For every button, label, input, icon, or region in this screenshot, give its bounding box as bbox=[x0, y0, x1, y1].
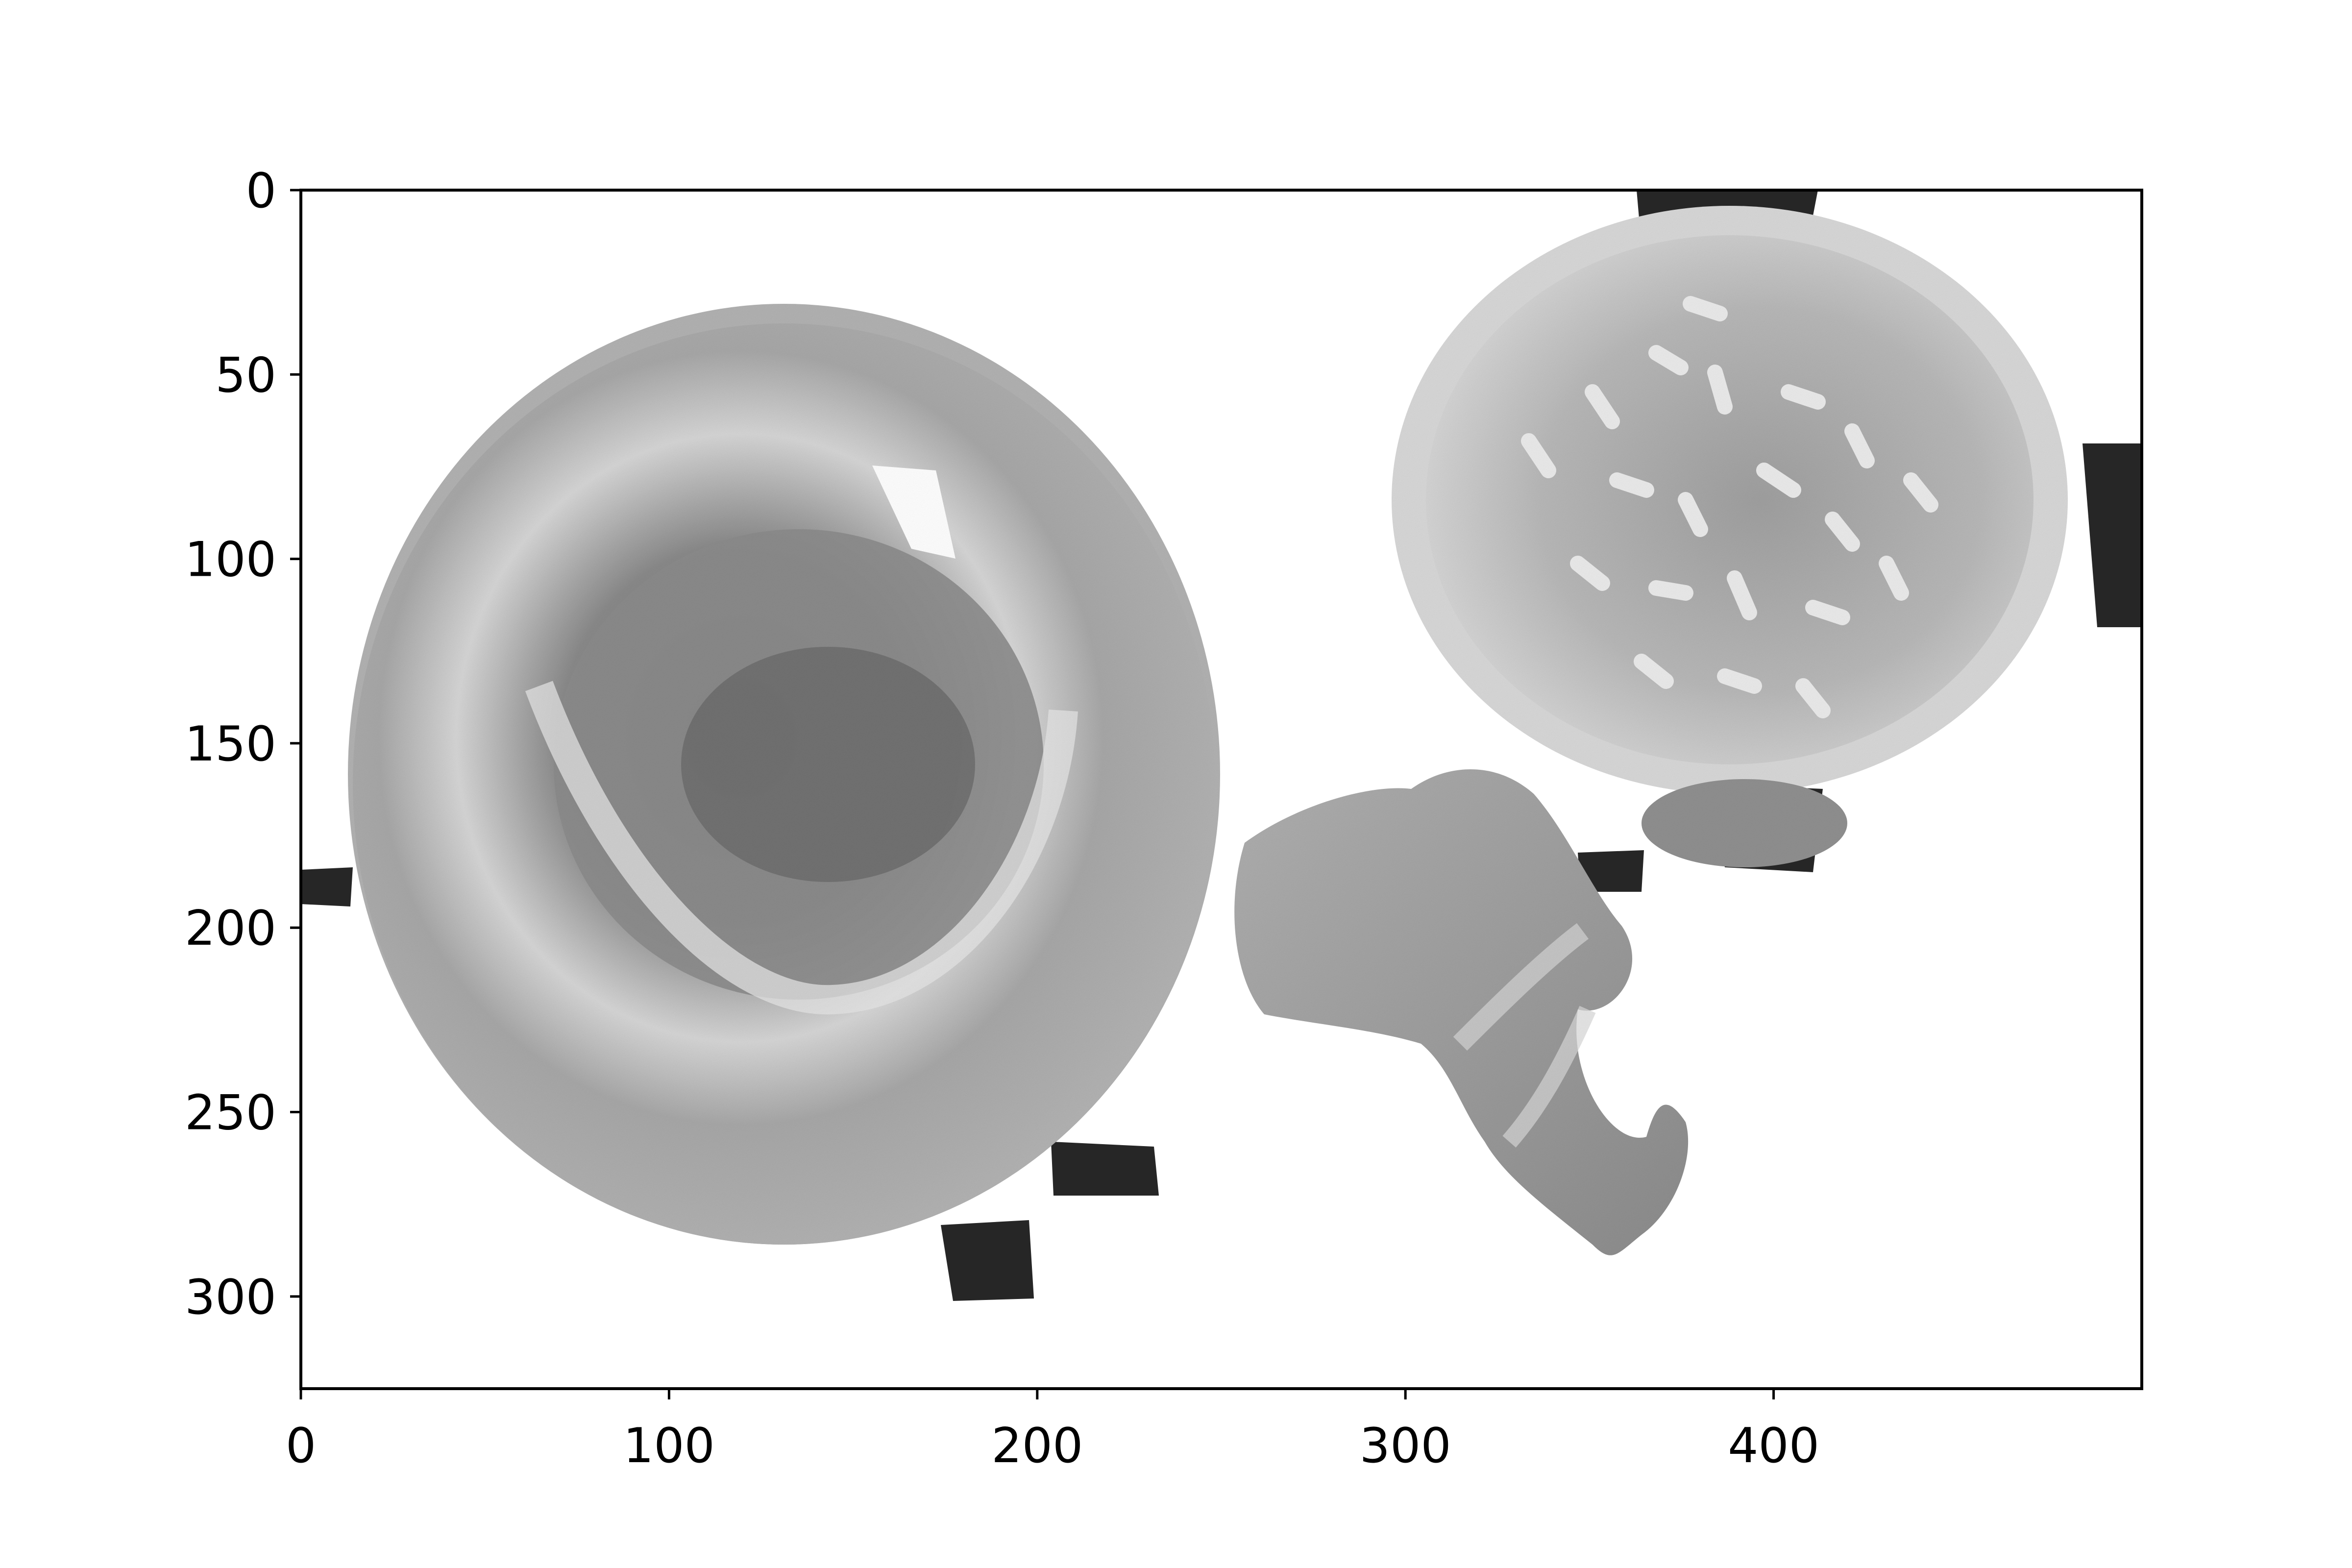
x-tick-label: 300 bbox=[1360, 1418, 1451, 1474]
white-blood-cell bbox=[1392, 206, 2068, 867]
x-tick-label: 400 bbox=[1728, 1418, 1819, 1474]
y-tick-label: 0 bbox=[246, 163, 276, 219]
platelet bbox=[1234, 769, 1689, 1255]
y-tick-label: 200 bbox=[185, 901, 276, 956]
plot-frame bbox=[299, 189, 2143, 1390]
red-blood-cell bbox=[348, 304, 1220, 1245]
y-tick-label: 250 bbox=[185, 1085, 276, 1141]
x-axis: 0 100 200 300 400 bbox=[286, 1389, 1819, 1474]
y-axis: 0 50 100 150 200 250 300 bbox=[185, 163, 301, 1325]
micrograph-image bbox=[301, 190, 2142, 1301]
y-tick-label: 300 bbox=[185, 1270, 276, 1325]
y-tick-label: 100 bbox=[185, 532, 276, 588]
y-tick-label: 150 bbox=[185, 716, 276, 772]
white-blood-cell-microvilli bbox=[1521, 296, 1938, 718]
x-tick-label: 200 bbox=[991, 1418, 1083, 1474]
x-tick-label: 100 bbox=[623, 1418, 715, 1474]
x-tick-label: 0 bbox=[286, 1418, 316, 1474]
y-tick-label: 50 bbox=[215, 347, 276, 403]
